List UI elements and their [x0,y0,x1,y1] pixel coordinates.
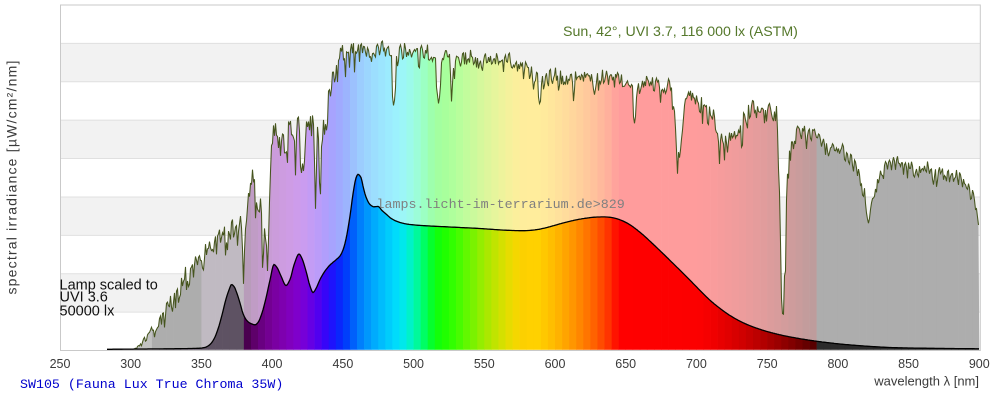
svg-text:SW105 (Fauna Lux True Chroma 3: SW105 (Fauna Lux True Chroma 35W) [20,377,283,392]
svg-text:600: 600 [545,357,566,371]
svg-text:400: 400 [262,357,283,371]
svg-text:UVI 3.6: UVI 3.6 [60,289,108,305]
svg-text:Lamp scaled to: Lamp scaled to [60,278,158,294]
svg-text:350: 350 [191,357,212,371]
svg-text:450: 450 [332,357,353,371]
svg-text:850: 850 [898,357,919,371]
svg-text:550: 550 [474,357,495,371]
svg-text:50000 lx: 50000 lx [60,303,116,319]
svg-text:700: 700 [686,357,707,371]
svg-text:650: 650 [615,357,636,371]
svg-text:300: 300 [120,357,141,371]
svg-text:500: 500 [403,357,424,371]
svg-text:Sun, 42°, UVI 3.7, 116 000 lx: Sun, 42°, UVI 3.7, 116 000 lx (ASTM) [563,24,798,40]
svg-text:750: 750 [757,357,778,371]
svg-text:250: 250 [50,357,71,371]
svg-text:spectral irradiance [µW/cm²/nm: spectral irradiance [µW/cm²/nm] [4,59,20,294]
svg-text:900: 900 [969,357,990,371]
svg-text:800: 800 [827,357,848,371]
svg-text:lamps.licht-im-terrarium.de>82: lamps.licht-im-terrarium.de>829 [377,198,625,213]
svg-text:wavelength λ [nm]: wavelength λ [nm] [873,374,979,389]
